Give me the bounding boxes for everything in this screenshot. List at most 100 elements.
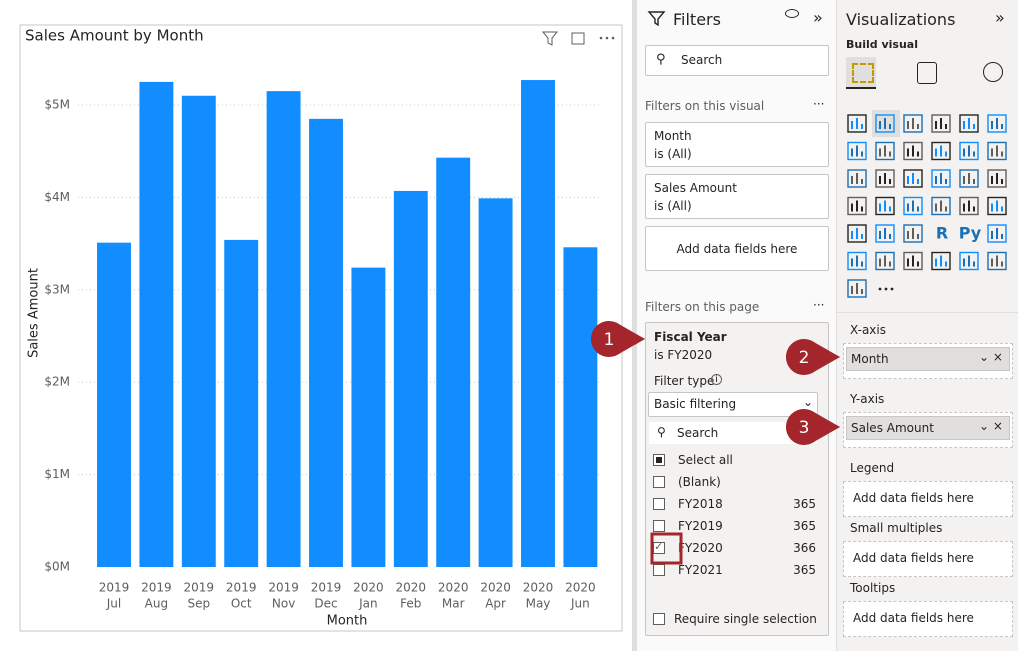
visualizations-pane: Visualizations » Build visual R Py X-axis Mont…: [837, 0, 1018, 651]
search-box[interactable]: ⚲ Search: [645, 45, 829, 76]
viz-icon[interactable]: [931, 114, 951, 133]
filter-card[interactable]: Sales Amount is (All): [645, 174, 829, 219]
viz-icon[interactable]: [903, 141, 923, 161]
chart-title: Sales Amount by Month: [25, 27, 204, 45]
viz-icon-glyph: [851, 145, 863, 157]
y-tick-label: $5M: [44, 98, 70, 112]
viz-icon[interactable]: [847, 141, 867, 161]
viz-icon[interactable]: [903, 169, 923, 188]
viz-icon[interactable]: [875, 224, 895, 243]
viz-icon[interactable]: [959, 141, 979, 161]
require-single-label: Require single selection: [674, 612, 817, 626]
viz-icon[interactable]: [987, 114, 1007, 133]
filter-field: Sales Amount: [654, 181, 737, 195]
filters-title: Filters: [673, 10, 721, 29]
format-tab[interactable]: [917, 62, 937, 84]
checkbox[interactable]: [653, 564, 665, 576]
filter-state: is (All): [654, 147, 692, 161]
viz-icon[interactable]: [959, 196, 979, 216]
x-axis-title: Month: [327, 614, 368, 629]
viz-icon[interactable]: [903, 251, 923, 271]
filter-item-count: 365: [793, 563, 816, 577]
viz-icon[interactable]: [987, 169, 1007, 188]
filter-item-count: 365: [793, 519, 816, 533]
field-pill[interactable]: Sales Amount ⌄ ×: [846, 416, 1010, 440]
more-dot: [884, 287, 888, 291]
viz-icon-glyph: [879, 118, 891, 129]
eye-icon[interactable]: [785, 9, 799, 18]
viz-icon[interactable]: [903, 224, 923, 243]
well-box: Sales Amount ⌄ ×: [843, 412, 1013, 448]
analytics-tab[interactable]: [983, 62, 1003, 82]
viz-icon[interactable]: [903, 114, 923, 133]
viz-icon[interactable]: [847, 169, 867, 188]
focus-icon[interactable]: [571, 32, 585, 45]
viz-icon[interactable]: [931, 251, 951, 271]
checkbox[interactable]: [653, 520, 665, 532]
checkbox[interactable]: ✓: [653, 540, 665, 554]
checkbox[interactable]: [653, 476, 665, 488]
viz-icon-glyph: [851, 118, 863, 129]
viz-icon-glyph: [935, 200, 947, 212]
viz-icon[interactable]: [847, 114, 867, 133]
filter-search[interactable]: ⚲ Search: [648, 421, 818, 445]
viz-icon[interactable]: [875, 169, 895, 188]
viz-icon[interactable]: [847, 251, 867, 271]
filter-icon[interactable]: [541, 31, 559, 46]
viz-icon[interactable]: [875, 141, 895, 161]
viz-icon[interactable]: [959, 251, 979, 271]
x-tick-label: 2020: [523, 581, 554, 595]
bar: [97, 242, 131, 567]
x-tick-label: 2020: [565, 581, 596, 595]
viz-icon-glyph: [935, 255, 947, 267]
x-tick-label: 2020: [480, 581, 511, 595]
viz-icon[interactable]: [987, 196, 1007, 216]
viz-icon[interactable]: [847, 224, 867, 243]
viz-icon-glyph: [879, 255, 891, 267]
filter-card[interactable]: Month is (All): [645, 122, 829, 167]
viz-icon[interactable]: [931, 196, 951, 216]
viz-icon-glyph: [935, 145, 947, 157]
x-tick-label: Nov: [272, 597, 295, 611]
checkbox[interactable]: [653, 454, 665, 466]
viz-icon[interactable]: [931, 169, 951, 188]
viz-icon[interactable]: [875, 196, 895, 216]
x-tick-label: Oct: [231, 597, 252, 611]
checkbox[interactable]: [653, 498, 665, 510]
filter-type-dropdown[interactable]: Basic filtering ⌄: [648, 392, 818, 417]
build-tab[interactable]: [846, 57, 876, 89]
field-pill[interactable]: Month ⌄ ×: [846, 347, 1010, 371]
bar: [478, 198, 513, 567]
filter-item-count: 366: [793, 541, 816, 555]
viz-icon[interactable]: [987, 141, 1007, 161]
viz-title: Visualizations: [846, 10, 956, 29]
more-dot: [878, 287, 882, 291]
viz-icon[interactable]: [959, 114, 979, 133]
viz-icon-glyph: [907, 173, 919, 184]
checkbox[interactable]: [653, 613, 665, 625]
field-name: Month: [851, 352, 889, 366]
viz-icon[interactable]: [987, 251, 1007, 271]
viz-icon-glyph: [907, 200, 919, 212]
well-label: Y-axis: [850, 392, 885, 406]
more-icon[interactable]: [599, 36, 615, 40]
viz-icon-glyph: [851, 283, 863, 294]
x-tick-label: 2019: [141, 581, 172, 595]
viz-icon-glyph: [851, 173, 863, 184]
viz-icon-glyph: [963, 200, 975, 212]
viz-icon[interactable]: [847, 279, 867, 298]
collapse-icon[interactable]: »: [813, 8, 823, 27]
x-tick-label: Aug: [145, 597, 168, 611]
viz-icon[interactable]: [987, 224, 1007, 243]
more-icon: ···: [813, 298, 825, 312]
viz-icon-glyph: [851, 255, 863, 267]
viz-icon[interactable]: [847, 196, 867, 216]
viz-icon[interactable]: [931, 141, 951, 161]
x-tick-label: 2020: [438, 581, 469, 595]
collapse-icon[interactable]: »: [995, 8, 1005, 27]
well-box: Add data fields here: [843, 481, 1013, 517]
viz-icon[interactable]: [903, 196, 923, 216]
viz-icon[interactable]: [875, 114, 895, 133]
viz-icon[interactable]: [959, 169, 979, 188]
viz-icon[interactable]: [875, 251, 895, 271]
